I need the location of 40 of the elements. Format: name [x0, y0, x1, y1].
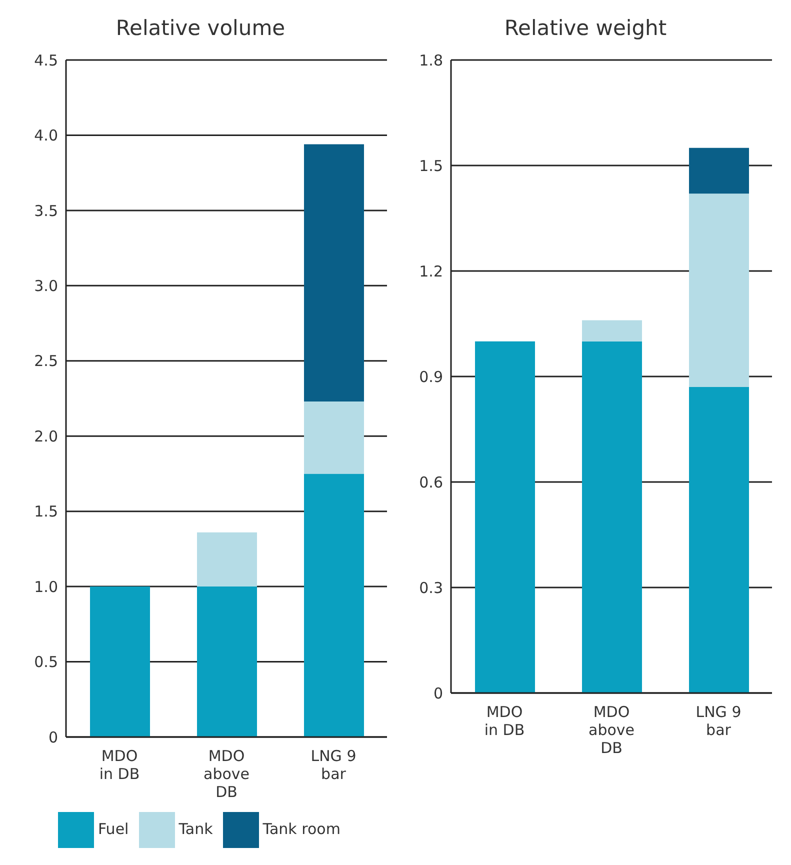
- legend-label: Tank: [178, 820, 213, 838]
- y-tick-label: 4.5: [34, 51, 58, 70]
- y-tick-label: 0.6: [419, 473, 443, 492]
- y-tick-label: 1.2: [419, 262, 443, 280]
- y-tick-label: 0.9: [419, 368, 443, 386]
- legend-label: Fuel: [98, 820, 129, 838]
- y-tick-label: 3.0: [34, 276, 58, 295]
- chart-title: Relative weight: [503, 15, 668, 42]
- y-tick-label: 1.0: [34, 578, 58, 596]
- bar: [582, 320, 642, 342]
- bar: [304, 474, 364, 737]
- y-tick-label: 1.8: [419, 51, 443, 70]
- bar: [197, 532, 257, 587]
- y-tick-label: 1.5: [34, 502, 58, 521]
- y-tick-label: 2.5: [34, 352, 58, 370]
- y-tick-label: 3.5: [34, 202, 58, 220]
- bar: [475, 341, 535, 693]
- y-tick-label: 0.5: [34, 653, 58, 672]
- bar: [304, 402, 364, 474]
- y-tick-label: 0: [433, 684, 443, 702]
- bar: [689, 387, 749, 693]
- legend-label: Tank room: [262, 820, 340, 838]
- x-tick-label: MDO in DB: [99, 747, 140, 783]
- x-tick-label: MDO above DB: [588, 703, 634, 757]
- bar: [689, 194, 749, 388]
- bar: [304, 144, 364, 402]
- x-tick-label: MDO in DB: [484, 703, 525, 739]
- x-tick-label: LNG 9 bar: [696, 703, 742, 739]
- y-tick-label: 2.0: [34, 427, 58, 446]
- x-tick-label: LNG 9 bar: [310, 747, 356, 783]
- bar: [90, 586, 150, 737]
- x-tick-label: MDO above DB: [204, 747, 250, 801]
- bar: [197, 586, 257, 737]
- bar: [582, 341, 642, 693]
- chart-title: Relative volume: [114, 15, 286, 42]
- y-tick-label: 0: [48, 728, 58, 746]
- bar: [689, 148, 749, 194]
- y-tick-label: 0.3: [419, 578, 443, 597]
- y-tick-label: 1.5: [419, 156, 443, 175]
- y-tick-label: 4.0: [34, 126, 58, 145]
